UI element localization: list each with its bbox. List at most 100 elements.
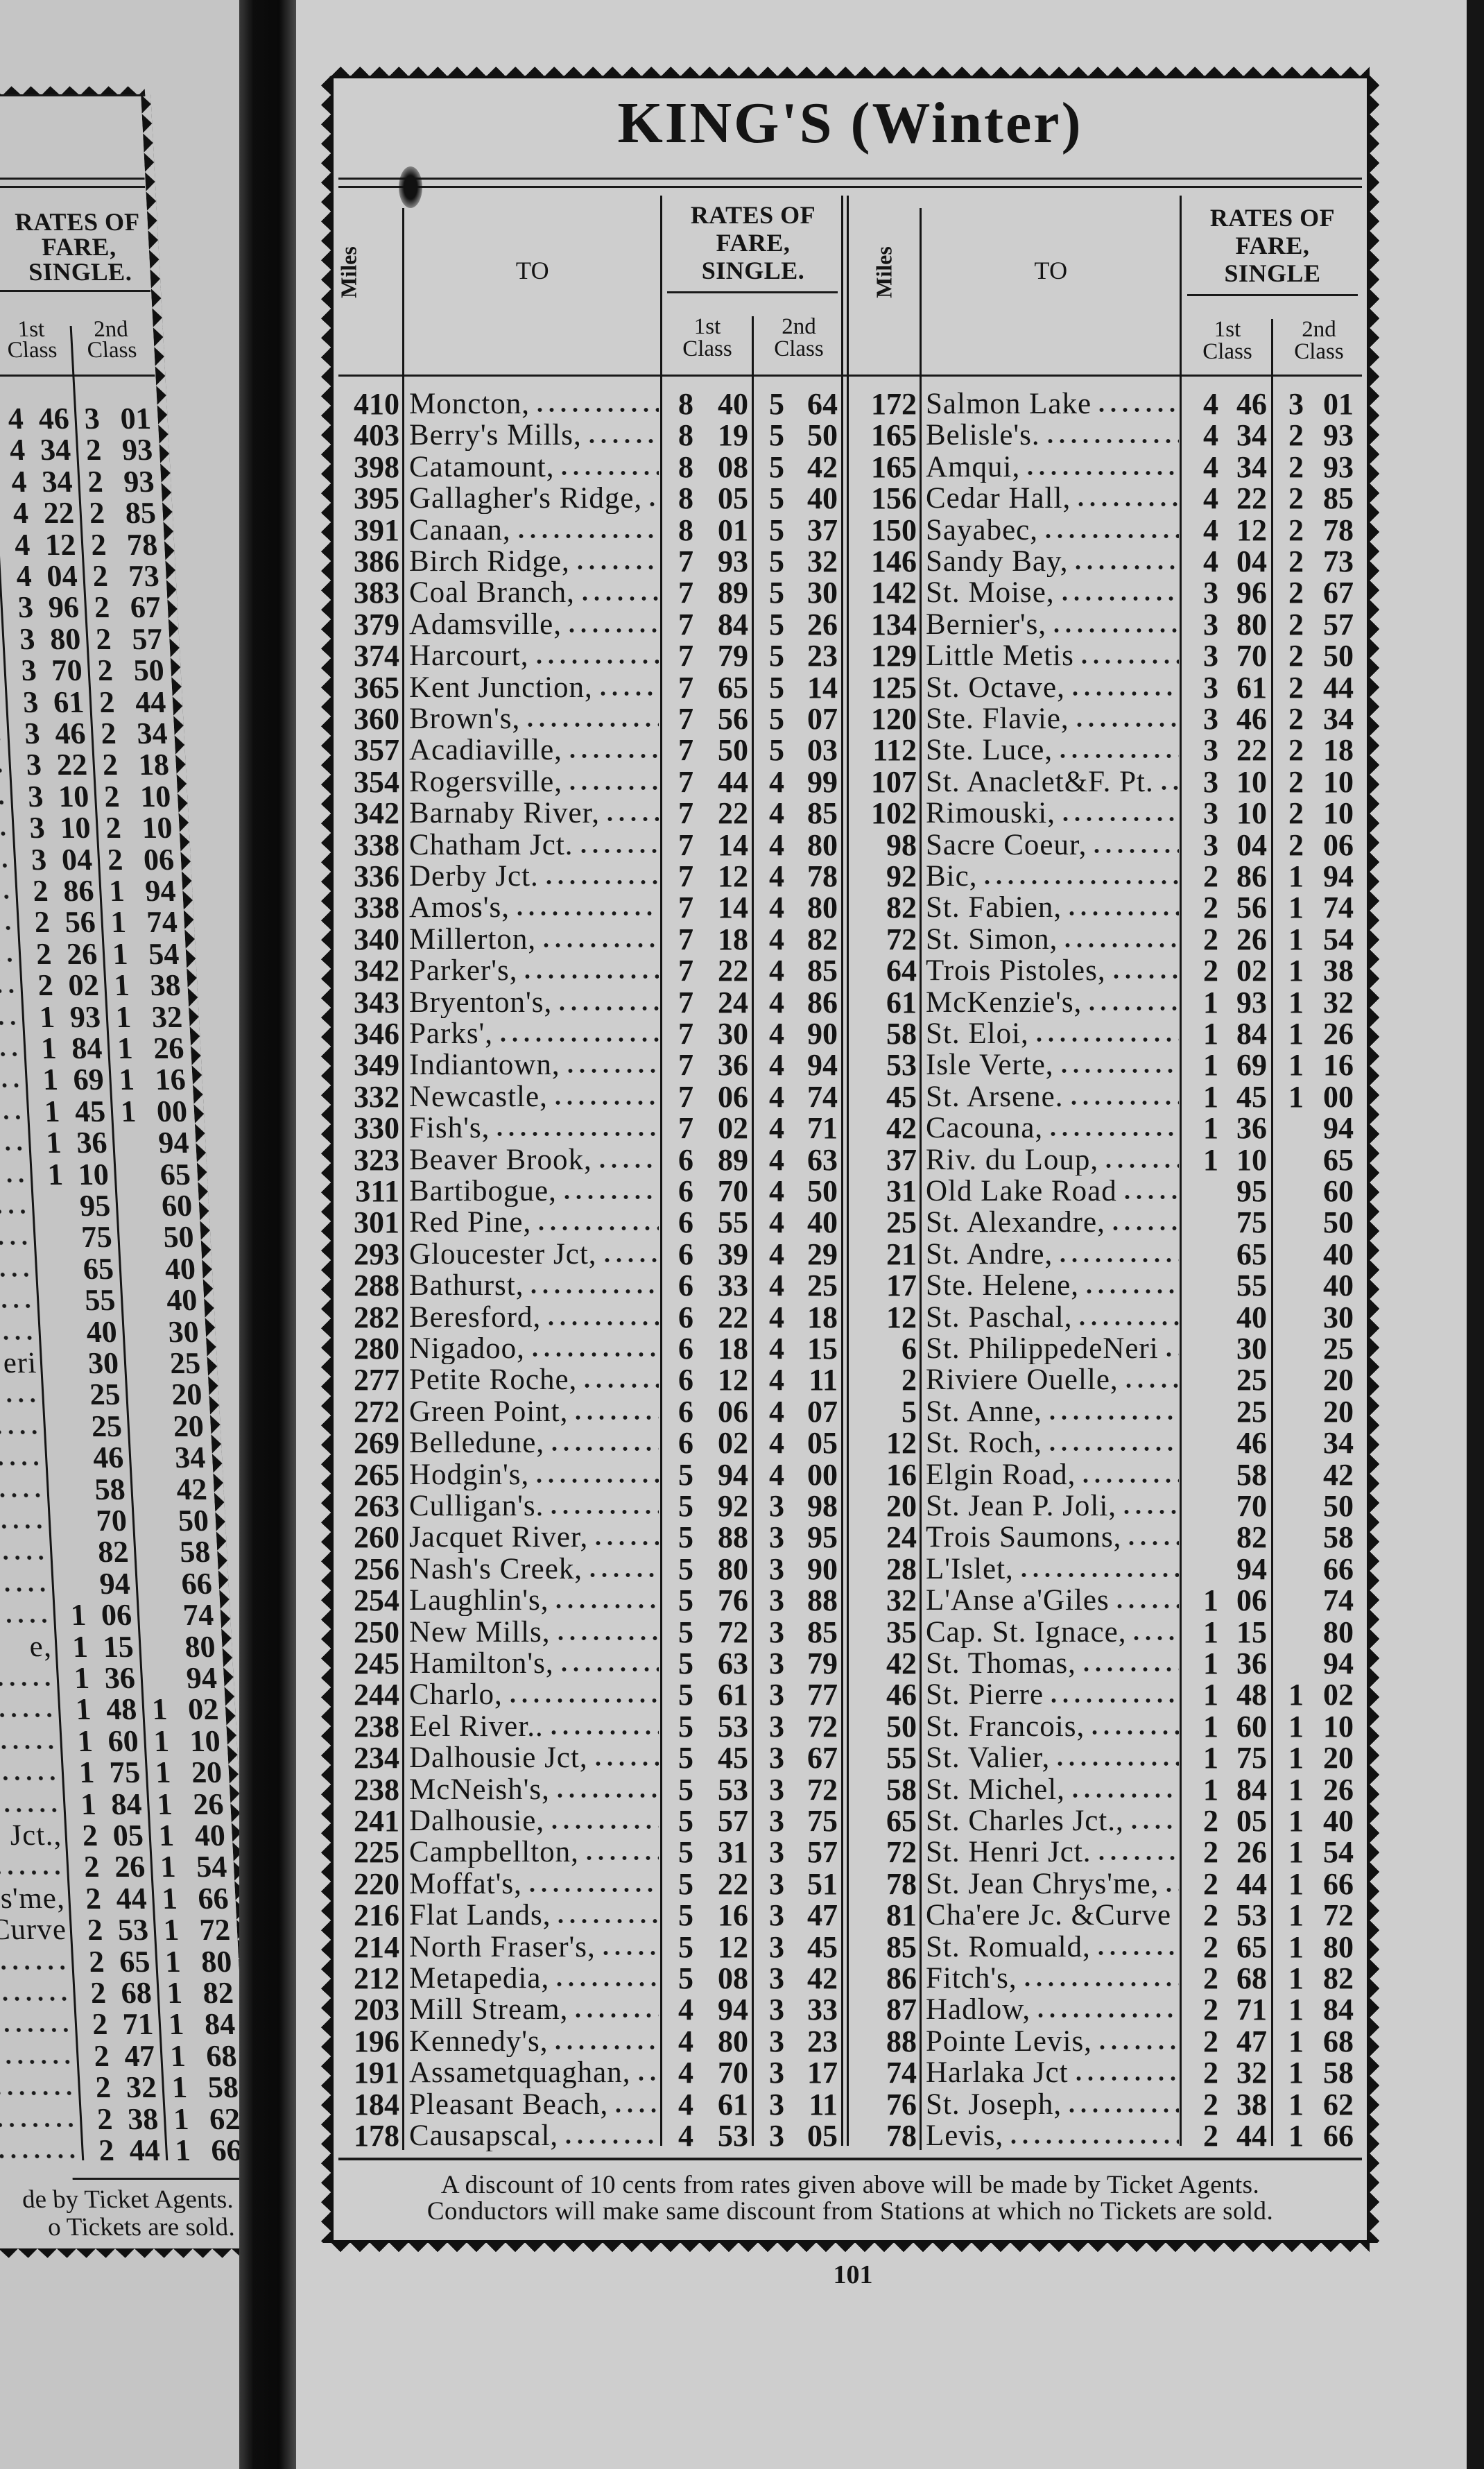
dot-leader <box>0 1585 49 1593</box>
dot-leader <box>1069 689 1179 697</box>
dot-leader <box>0 1397 40 1404</box>
first-class-dollars: 1 <box>1203 985 1218 1020</box>
second-class-dollars: 2 <box>1288 796 1304 831</box>
prev-first-class-cents: 44 <box>115 1881 148 1916</box>
prev-first-class-dollars: 2 <box>83 1850 101 1884</box>
dot-leader <box>1086 1004 1179 1012</box>
right-rates-header-line3: SINGLE <box>1224 259 1321 287</box>
station-cell: North Fraser's, <box>409 1932 659 1963</box>
prev-second-class-dollars <box>129 1505 158 1536</box>
dot-leader <box>0 1051 21 1058</box>
second-class-cents: 94 <box>1323 1111 1354 1146</box>
first-class-dollars: 6 <box>678 1394 693 1429</box>
station-cell: Sandy Bay, <box>926 546 1179 577</box>
dot-leader <box>1110 973 1179 981</box>
second-class-dollars: 4 <box>769 891 784 925</box>
first-class-cents: 50 <box>718 733 748 768</box>
second-class-cents: 11 <box>809 2087 838 2122</box>
prev-second-class-cents: 20 <box>190 1755 223 1790</box>
dot-leader <box>0 1239 31 1247</box>
station-cell: Hodgin's, <box>409 1459 659 1490</box>
dot-leader <box>0 1775 59 1782</box>
first-class-cents: 94 <box>718 1457 748 1492</box>
first-class-dollars <box>1191 1176 1218 1207</box>
second-class-dollars: 5 <box>769 670 784 705</box>
prev-second-class-dollars: 1 <box>111 936 129 971</box>
prev-station-fragment <box>0 906 15 938</box>
dot-leader <box>526 1886 659 1893</box>
second-class-cents: 30 <box>1323 1300 1354 1334</box>
prev-second-class-dollars: 1 <box>162 1913 180 1947</box>
station-cell: Dalhousie Jct, <box>409 1742 659 1773</box>
station-cell: Ste. Helene, <box>926 1270 1179 1301</box>
dot-leader <box>548 1508 659 1515</box>
prev-second-class-cents: 38 <box>149 968 182 1003</box>
dot-leader <box>1096 2043 1179 2051</box>
first-class-dollars: 8 <box>678 513 693 547</box>
right-class-divider <box>1271 319 1273 2146</box>
prev-first-class-dollars: 2 <box>91 2007 109 2042</box>
second-class-dollars <box>1276 1554 1304 1585</box>
station-name: Levis, <box>926 2120 1004 2151</box>
first-class-dollars: 4 <box>1203 513 1218 547</box>
prev-second-class-cents: 18 <box>137 748 171 782</box>
prev-first-class-dollars: 1 <box>76 1723 94 1758</box>
prev-first-class-dollars: 4 <box>13 527 31 562</box>
station-name: Chatham Jct. <box>409 829 573 861</box>
station-cell: Amqui, <box>926 451 1179 483</box>
dot-leader <box>506 1697 659 1705</box>
prev-second-class-dollars: 1 <box>114 999 132 1034</box>
prev-station-fragment <box>0 1568 49 1599</box>
miles-cell: 184 <box>354 2087 399 2122</box>
right-second-class-line2: Class <box>1294 339 1344 364</box>
page-title: KING'S (Winter) <box>617 91 1083 155</box>
station-cell: Little Metis <box>926 640 1179 671</box>
prev-second-class-dollars: 2 <box>92 559 109 593</box>
prev-table-row: 2 44 1 66 <box>0 2133 241 2167</box>
station-cell: St. Fabien, <box>926 892 1179 923</box>
miles-cell: 42 <box>886 1646 917 1680</box>
station-name: St. Joseph, <box>926 2088 1062 2120</box>
left-rates-rule <box>667 291 838 293</box>
dot-leader <box>603 816 659 823</box>
first-class-dollars: 4 <box>1203 449 1218 484</box>
station-name: Trois Pistoles, <box>926 955 1106 987</box>
station-cell: St. Michel, <box>926 1774 1179 1805</box>
second-class-cents: 68 <box>1323 2024 1354 2058</box>
second-class-cents: 65 <box>1323 1142 1354 1177</box>
station-cell: Petite Roche, <box>409 1364 659 1395</box>
first-class-cents: 84 <box>718 607 748 642</box>
prev-footer-line2: o Tickets are sold. <box>46 2213 236 2242</box>
second-class-cents: 66 <box>1323 1551 1354 1586</box>
second-class-dollars <box>1276 1176 1304 1207</box>
miles-cell: 45 <box>886 1079 917 1114</box>
second-class-dollars: 4 <box>769 764 784 799</box>
first-class-dollars <box>1191 1490 1218 1522</box>
dot-leader <box>0 2058 74 2065</box>
first-class-cents: 61 <box>718 1678 748 1712</box>
station-name: Kent Junction, <box>409 671 593 703</box>
second-class-dollars: 4 <box>769 1174 784 1208</box>
prev-station-fragment <box>0 1379 40 1410</box>
dot-leader <box>554 1634 659 1642</box>
prev-second-class-cents: 40 <box>193 1818 226 1852</box>
dot-leader <box>560 1194 659 1201</box>
prev-first-class-cents: 10 <box>59 811 92 845</box>
first-class-cents: 61 <box>718 2087 748 2122</box>
dot-leader <box>533 658 659 666</box>
prev-station-name-fragment: Curve <box>0 1914 68 1946</box>
second-class-dollars <box>1276 1490 1304 1522</box>
prev-first-class-dollars <box>40 1253 69 1284</box>
dot-leader <box>558 469 659 476</box>
prev-second-class-dollars <box>109 1127 138 1158</box>
station-cell: St. Anaclet&F. Pt. <box>926 766 1179 798</box>
prev-table-row: 2 26 1 54 <box>0 937 180 971</box>
station-cell: Fish's, <box>409 1112 659 1144</box>
prev-table-row: 55 40 <box>0 1283 198 1317</box>
prev-table-row: 2 47 1 68 <box>0 2039 238 2073</box>
dot-leader <box>0 1617 51 1625</box>
station-cell: Bartibogue, <box>409 1176 659 1207</box>
first-class-cents: 79 <box>718 639 748 673</box>
second-class-cents: 20 <box>1323 1741 1354 1775</box>
second-class-cents: 75 <box>807 1804 838 1838</box>
